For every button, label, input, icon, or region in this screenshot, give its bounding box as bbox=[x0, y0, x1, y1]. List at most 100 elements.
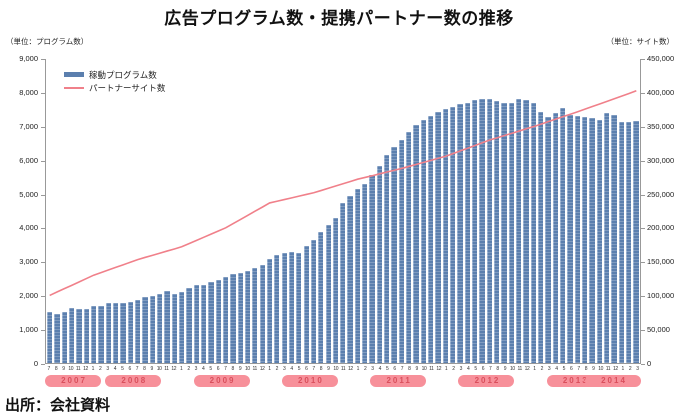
bar-slot bbox=[442, 59, 449, 363]
y-axis-label-right: 100,000 bbox=[647, 291, 675, 301]
program-count-bar bbox=[230, 274, 236, 363]
axis-tick bbox=[41, 296, 45, 298]
axis-tick bbox=[41, 364, 45, 365]
bar-slot bbox=[596, 59, 603, 363]
plot-area: 稼動プログラム数 パートナーサイト数 bbox=[45, 59, 641, 364]
bar-slot bbox=[493, 59, 500, 363]
month-label: 6 bbox=[481, 366, 485, 372]
program-count-bar bbox=[83, 308, 89, 363]
bar-slot bbox=[566, 59, 573, 363]
program-count-bar bbox=[545, 116, 551, 363]
bar-swatch-icon bbox=[64, 72, 84, 77]
program-count-bar bbox=[98, 305, 104, 363]
program-count-bar bbox=[354, 189, 361, 363]
bar-slot bbox=[618, 59, 625, 363]
bar-slot bbox=[127, 59, 134, 363]
year-badge: 2012 bbox=[458, 375, 515, 387]
y-axis-label-left: 6,000 bbox=[19, 155, 38, 165]
month-label: 8 bbox=[231, 366, 234, 372]
program-count-bar bbox=[127, 301, 133, 363]
bar-slot bbox=[83, 59, 90, 363]
program-count-bar bbox=[486, 98, 492, 363]
month-label: 12 bbox=[612, 366, 618, 372]
program-count-bar bbox=[215, 279, 221, 363]
legend-label-partners: パートナーサイト数 bbox=[89, 82, 166, 93]
partner-sites-polyline bbox=[50, 91, 637, 296]
right-axis-unit-label: （単位：サイト数） bbox=[606, 37, 675, 46]
month-label: 4 bbox=[555, 366, 558, 372]
month-label: 12 bbox=[524, 366, 530, 372]
program-count-bar bbox=[164, 291, 170, 363]
bar-slot bbox=[332, 59, 339, 363]
bar-slot bbox=[339, 59, 346, 363]
y-axis-label-left: 0 bbox=[33, 359, 38, 368]
program-count-bar bbox=[552, 113, 558, 363]
program-count-bar bbox=[633, 120, 639, 363]
month-label: 11 bbox=[429, 366, 434, 372]
axis-tick bbox=[641, 160, 645, 162]
month-label: 2 bbox=[275, 366, 279, 372]
month-label: 2 bbox=[452, 366, 455, 372]
program-count-bar bbox=[54, 314, 60, 363]
y-axis-label-right: 250,000 bbox=[647, 189, 675, 199]
program-count-bar bbox=[186, 287, 192, 363]
year-badge: 2009 bbox=[193, 375, 250, 387]
month-label: 5 bbox=[562, 366, 566, 372]
bar-slot bbox=[390, 59, 397, 363]
axis-tick bbox=[641, 194, 645, 196]
month-label: 1 bbox=[621, 366, 625, 372]
y-axis-label-left: 4,000 bbox=[19, 223, 38, 233]
bar-slot bbox=[229, 59, 236, 363]
year-badge: 2010 bbox=[281, 375, 338, 387]
program-count-bar bbox=[567, 115, 573, 363]
program-count-bar bbox=[574, 116, 580, 363]
month-label: 6 bbox=[128, 366, 131, 372]
y-axis-label-right: 0 bbox=[647, 359, 652, 368]
program-count-bar bbox=[105, 303, 111, 363]
month-label: 3 bbox=[547, 366, 551, 372]
axis-tick bbox=[641, 262, 645, 264]
bar-slot bbox=[574, 59, 581, 363]
program-count-bar bbox=[156, 294, 163, 363]
axis-tick bbox=[41, 228, 45, 230]
bar-slot bbox=[171, 59, 178, 363]
program-count-bar bbox=[611, 115, 617, 363]
month-label: 8 bbox=[319, 366, 323, 372]
program-count-bar bbox=[581, 116, 588, 363]
bar-slot bbox=[46, 59, 53, 363]
bar-series bbox=[46, 59, 640, 363]
program-count-bar bbox=[244, 271, 251, 363]
month-label: 7 bbox=[577, 366, 580, 372]
legend-item-programs: 稼動プログラム数 bbox=[64, 68, 165, 81]
bar-slot bbox=[464, 59, 471, 363]
month-label: 5 bbox=[386, 366, 389, 372]
program-count-bar bbox=[523, 99, 529, 363]
bar-slot bbox=[295, 59, 302, 363]
bar-slot bbox=[632, 59, 639, 363]
month-label: 4 bbox=[290, 366, 293, 372]
month-label: 12 bbox=[259, 366, 265, 372]
month-label: 7 bbox=[224, 366, 227, 372]
month-label: 9 bbox=[327, 366, 330, 372]
bar-slot bbox=[434, 59, 441, 363]
bar-slot bbox=[61, 59, 68, 363]
program-count-bar bbox=[472, 99, 478, 363]
month-label: 4 bbox=[113, 366, 117, 372]
program-count-bar bbox=[281, 252, 287, 363]
legend-item-partners: パートナーサイト数 bbox=[64, 81, 165, 94]
program-count-bar bbox=[237, 273, 243, 363]
program-count-bar bbox=[332, 217, 339, 363]
month-label: 3 bbox=[106, 366, 109, 372]
program-count-bar bbox=[450, 106, 456, 363]
month-label: 3 bbox=[194, 366, 198, 372]
month-label: 11 bbox=[164, 366, 169, 372]
bar-slot bbox=[515, 59, 522, 363]
axis-tick bbox=[641, 364, 645, 365]
bar-slot bbox=[215, 59, 222, 363]
month-label: 9 bbox=[503, 366, 507, 372]
program-count-bar bbox=[178, 292, 185, 363]
bar-slot bbox=[200, 59, 207, 363]
axis-tick bbox=[41, 92, 45, 94]
bar-slot bbox=[119, 59, 126, 363]
bar-slot bbox=[456, 59, 463, 363]
